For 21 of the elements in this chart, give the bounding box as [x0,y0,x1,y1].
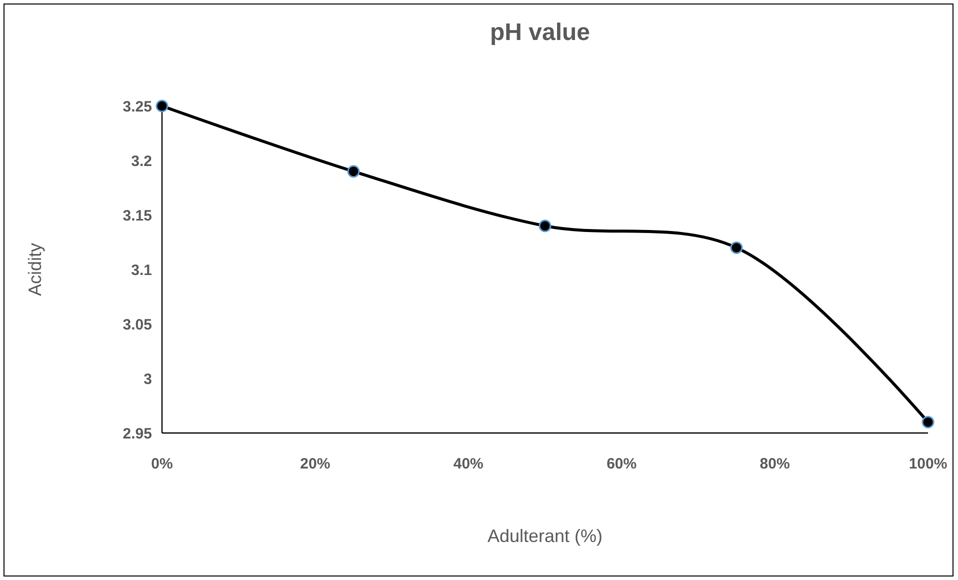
point [730,241,743,254]
y-tick-label: 3.2 [131,152,152,170]
point [922,416,934,428]
y-tick-label: 3.15 [122,207,152,224]
x-axis-title: Adulterant (%) [487,526,603,546]
chart-title: pH value [490,19,590,46]
y-tick-label: 3.1 [131,262,152,279]
y-tick-label: 3 [144,370,152,388]
y-axis-title: Acidity [25,242,45,296]
x-tick-label: 0% [151,455,173,472]
x-tick-label: 40% [453,455,484,472]
point [156,100,168,112]
x-tick-label: 100% [908,455,948,472]
point [538,220,552,232]
y-tick-label: 3.05 [122,316,152,334]
x-tick-label: 80% [760,455,790,472]
y-tick-label: 2.95 [122,425,152,442]
x-tick-label: 60% [606,455,637,472]
y-tick-label: 3.25 [122,98,152,116]
x-tick-label: 20% [300,455,330,472]
point [347,165,360,178]
